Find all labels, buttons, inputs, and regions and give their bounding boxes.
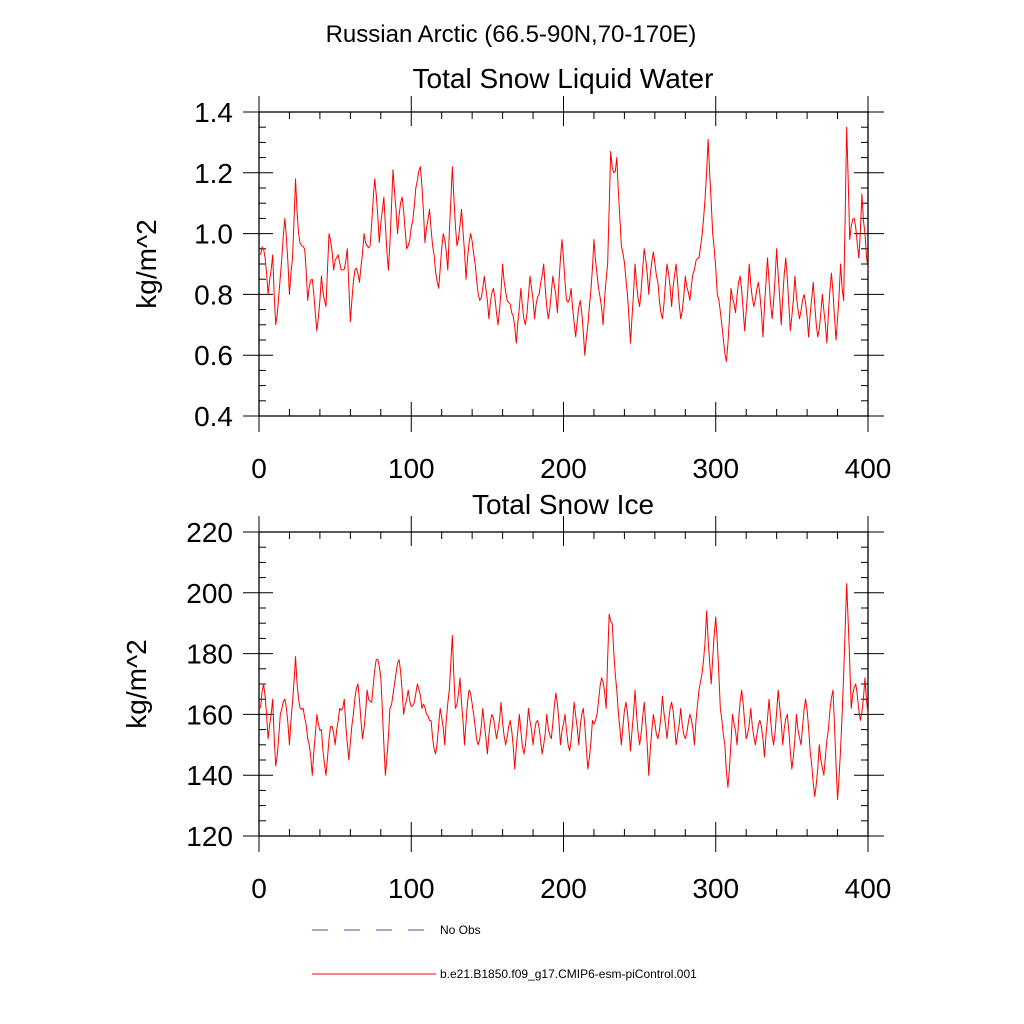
y-tick-label: 200 xyxy=(186,578,233,609)
y-tick-label: 0.6 xyxy=(194,340,233,371)
panel2-axes: 0 100 200 300 400 120 140 160 180 200 220 xyxy=(186,516,891,904)
y-tick-label: 120 xyxy=(186,821,233,852)
x-tick-label: 100 xyxy=(388,453,435,484)
legend-no-obs-label: No Obs xyxy=(440,923,481,937)
panel-snow-ice: Total Snow Ice kg/m^2 0 100 200 300 400 120 14… xyxy=(121,489,891,904)
y-tick-label: 0.4 xyxy=(194,401,233,432)
panel1-title: Total Snow Liquid Water xyxy=(413,63,714,94)
x-tick-label: 400 xyxy=(845,453,892,484)
figure-main-title: Russian Arctic (66.5-90N,70-170E) xyxy=(326,21,697,48)
y-tick-label: 0.8 xyxy=(194,279,233,310)
y-tick-label: 1.4 xyxy=(194,97,233,128)
y-tick-label: 160 xyxy=(186,699,233,730)
y-tick-label: 140 xyxy=(186,760,233,791)
x-tick-label: 300 xyxy=(692,453,739,484)
x-tick-label: 400 xyxy=(845,873,892,904)
y-tick-label: 180 xyxy=(186,639,233,670)
series-line xyxy=(260,583,869,801)
panel1-series xyxy=(260,126,869,362)
y-tick-label: 1.0 xyxy=(194,219,233,250)
panel2-series xyxy=(260,583,869,801)
panel-snow-liquid-water: Total Snow Liquid Water kg/m^2 0 100 200 30… xyxy=(131,63,891,484)
x-tick-label: 300 xyxy=(692,873,739,904)
x-tick-label: 100 xyxy=(388,873,435,904)
x-tick-label: 0 xyxy=(251,873,267,904)
x-tick-label: 200 xyxy=(540,873,587,904)
legend-model-label: b.e21.B1850.f09_g17.CMIP6-esm-piControl.… xyxy=(440,967,697,981)
y-tick-label: 1.2 xyxy=(194,158,233,189)
legend: No Obs b.e21.B1850.f09_g17.CMIP6-esm-piC… xyxy=(312,923,697,981)
panel2-title: Total Snow Ice xyxy=(472,489,654,520)
panel2-ylabel: kg/m^2 xyxy=(121,639,152,728)
series-line xyxy=(260,126,869,362)
x-tick-label: 200 xyxy=(540,453,587,484)
panel1-axes: 0 100 200 300 400 0.4 0.6 0.8 1.0 1.2 1.4 xyxy=(194,96,891,484)
x-tick-label: 0 xyxy=(251,453,267,484)
panel1-ylabel: kg/m^2 xyxy=(131,219,162,308)
y-tick-label: 220 xyxy=(186,517,233,548)
